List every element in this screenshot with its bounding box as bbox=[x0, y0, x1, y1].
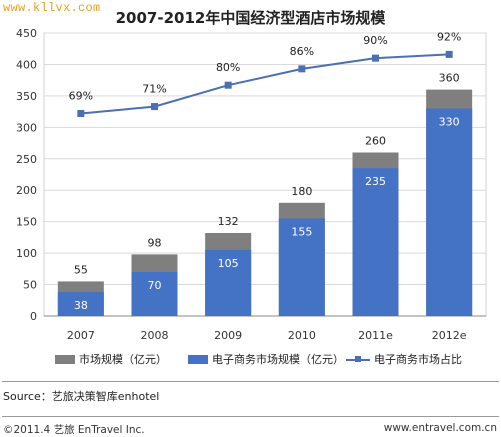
plot-frame bbox=[43, 32, 487, 317]
chart-canvas: 0 50 100 150 200 250 300 350 400 450 55 38 2007 98 70 2… bbox=[16, 27, 487, 342]
data-label-ecommerce-share-2010: 86% bbox=[290, 45, 314, 58]
bar-ecommerce-size-2007 bbox=[57, 292, 104, 316]
bar-ecommerce-size-2008 bbox=[131, 271, 178, 316]
data-label-ecommerce-share-2009: 80% bbox=[216, 61, 240, 74]
legend-label-market-size: 市场规模（亿元） bbox=[79, 353, 167, 366]
y-tick-label-200: 200 bbox=[16, 184, 37, 197]
divider-bottom bbox=[2, 416, 499, 417]
x-tick-label-2007: 2007 bbox=[67, 329, 95, 342]
x-tick-label-2011e: 2011e bbox=[358, 329, 393, 342]
data-label-ecommerce-size-2011e: 235 bbox=[365, 175, 386, 188]
x-tick-label-2008: 2008 bbox=[141, 329, 169, 342]
data-label-market-size-2011e: 260 bbox=[365, 134, 386, 147]
data-label-market-size-2010: 180 bbox=[291, 185, 312, 198]
divider-top bbox=[2, 381, 499, 382]
bar-ecommerce-size-2009 bbox=[205, 249, 252, 316]
point-ecommerce-share-2012e bbox=[445, 50, 453, 58]
point-ecommerce-share-2009 bbox=[224, 81, 232, 89]
x-tick-label-2009: 2009 bbox=[214, 329, 242, 342]
y-tick-label-150: 150 bbox=[16, 216, 37, 229]
point-ecommerce-share-2008 bbox=[151, 103, 158, 111]
y-tick-label-250: 250 bbox=[16, 153, 37, 166]
data-label-ecommerce-size-2012e: 330 bbox=[439, 115, 460, 128]
bar-ecommerce-size-2010 bbox=[278, 218, 325, 316]
data-label-ecommerce-share-2008: 71% bbox=[142, 83, 166, 96]
legend-item-ecommerce-share: 电子商务市场占比 bbox=[346, 351, 462, 367]
legend-swatch-ecommerce-share bbox=[346, 355, 370, 364]
data-label-ecommerce-size-2008: 70 bbox=[148, 279, 162, 292]
data-label-ecommerce-size-2009: 105 bbox=[218, 257, 239, 270]
data-label-market-size-2008: 98 bbox=[148, 236, 162, 249]
x-tick-label-2012e: 2012e bbox=[432, 329, 467, 342]
legend-item-market-size: 市场规模（亿元） bbox=[55, 351, 167, 367]
data-label-ecommerce-size-2010: 155 bbox=[291, 226, 312, 239]
data-label-market-size-2007: 55 bbox=[74, 263, 88, 276]
legend-label-ecommerce-share: 电子商务市场占比 bbox=[374, 353, 462, 366]
data-label-ecommerce-size-2007: 38 bbox=[74, 299, 88, 312]
point-ecommerce-share-2007 bbox=[77, 109, 85, 117]
footer-copyright: ©2011.4 艺旅 EnTravel Inc. bbox=[3, 424, 145, 436]
y-tick-label-300: 300 bbox=[16, 121, 37, 134]
footer-url[interactable]: www.entravel.com.cn bbox=[383, 422, 497, 434]
source-note: Source：艺旅决策智库enhotel bbox=[3, 390, 160, 403]
legend-swatch-market-size bbox=[55, 354, 75, 364]
y-tick-label-50: 50 bbox=[23, 279, 37, 292]
legend-swatch-ecommerce-size bbox=[188, 354, 208, 364]
legend-item-ecommerce-size: 电子商务市场规模（亿元） bbox=[188, 351, 344, 367]
line-ecommerce-share bbox=[80, 53, 450, 115]
data-label-ecommerce-share-2012e: 92% bbox=[437, 30, 461, 43]
point-ecommerce-share-2011e bbox=[372, 54, 379, 62]
bar-ecommerce-size-2011e bbox=[352, 168, 399, 316]
y-tick-label-450: 450 bbox=[16, 27, 37, 40]
data-label-market-size-2012e: 360 bbox=[439, 72, 460, 85]
x-tick-label-2010: 2010 bbox=[288, 329, 316, 342]
watermark: www.kllvx.com bbox=[3, 1, 101, 15]
data-label-market-size-2009: 132 bbox=[218, 215, 239, 228]
y-tick-label-100: 100 bbox=[16, 247, 37, 260]
legend: 市场规模（亿元） 电子商务市场规模（亿元） 电子商务市场占比 bbox=[0, 351, 501, 367]
y-tick-label-350: 350 bbox=[16, 90, 37, 103]
y-tick-label-400: 400 bbox=[16, 58, 37, 71]
y-tick-label-0: 0 bbox=[30, 310, 37, 323]
legend-label-ecommerce-size: 电子商务市场规模（亿元） bbox=[212, 353, 344, 366]
bar-ecommerce-size-2012e bbox=[426, 108, 473, 316]
chart-title: 2007-2012年中国经济型酒店市场规模 bbox=[115, 9, 386, 27]
point-ecommerce-share-2010 bbox=[298, 65, 306, 73]
data-label-ecommerce-share-2011e: 90% bbox=[363, 34, 387, 47]
data-label-ecommerce-share-2007: 69% bbox=[69, 89, 93, 102]
